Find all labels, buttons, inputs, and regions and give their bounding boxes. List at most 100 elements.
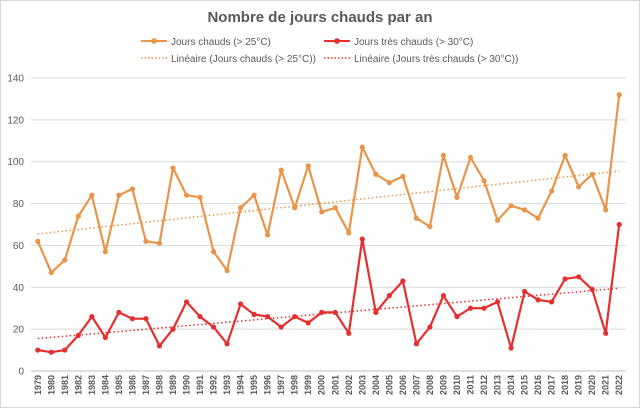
data-point [75,332,81,339]
data-point [440,293,447,299]
data-point [616,92,622,98]
legend-label-hot-days: Jours chauds (> 25°C) [171,37,271,48]
data-point [589,286,595,292]
data-point [319,309,325,315]
data-point [332,205,338,211]
legend-item-very-hot-days: Jours très chauds (> 30°C) [324,37,473,48]
x-tick-label: 2017 [547,375,557,395]
data-point [467,154,474,161]
x-tick-label: 1989 [168,375,178,395]
x-tick-label: 2001 [330,375,340,395]
y-tick-label: 40 [13,283,25,294]
data-point [427,324,433,330]
x-tick-label: 1995 [249,375,259,395]
data-point [359,236,365,242]
data-point [373,309,379,315]
x-tick-label: 2002 [344,375,354,395]
data-point [481,305,487,311]
data-point [129,316,136,322]
x-tick-label: 1982 [73,375,83,395]
x-tick-label: 2014 [506,375,516,395]
legend-label-hot-days-trend: Linéaire (Jours chauds (> 25°C)) [171,54,316,65]
data-point [481,177,487,184]
data-point [224,341,230,347]
data-point [292,313,298,320]
data-point [535,297,541,303]
data-point [170,165,176,171]
data-point [521,288,528,295]
data-point [102,334,108,341]
data-point [346,230,352,236]
x-tick-label: 1987 [141,375,151,395]
data-point [89,313,95,320]
data-point [35,347,41,353]
x-tick-label: 2008 [425,375,435,395]
data-point [156,240,163,246]
x-tick-label: 2009 [438,375,448,395]
legend-label-very-hot-days-trend: Linéaire (Jours très chauds (> 30°C)) [354,54,518,65]
data-point [62,257,68,263]
data-point [454,194,460,200]
data-point [48,349,54,355]
data-point [265,232,271,238]
legend-label-very-hot-days: Jours très chauds (> 30°C) [354,37,473,48]
x-tick-label: 1994 [236,375,246,395]
data-point [210,249,217,255]
data-point [89,192,95,198]
data-point [549,299,555,305]
data-point [359,144,365,150]
data-point [251,192,257,198]
data-point [400,173,406,179]
chart-title: Nombre de jours chauds par an [207,9,432,26]
x-tick-label: 1991 [195,375,205,395]
x-tick-label: 1997 [276,375,286,395]
x-tick-label: 1980 [46,375,56,395]
x-tick-label: 1988 [154,375,164,395]
x-tick-label: 2006 [398,375,408,395]
legend-item-hot-days-trend: Linéaire (Jours chauds (> 25°C)) [141,54,316,65]
x-tick-label: 2000 [317,375,327,395]
data-point [494,299,501,305]
x-tick-label: 1984 [100,375,110,395]
x-tick-label: 2012 [479,375,489,395]
legend: Jours chauds (> 25°C) Jours très chauds … [141,37,518,65]
series [35,92,622,355]
data-point [400,278,406,284]
data-point [373,171,379,177]
data-point [549,188,555,194]
series-1 [35,221,622,355]
data-point [224,267,230,274]
series-line-1 [37,224,621,354]
data-point [305,320,311,326]
data-point [48,270,54,276]
data-point [508,345,514,351]
data-point [238,301,244,307]
legend-item-hot-days: Jours chauds (> 25°C) [141,37,271,48]
data-point [386,180,392,186]
data-point [129,186,136,192]
data-point [116,309,122,315]
data-point [603,330,609,336]
x-tick-label: 1979 [33,375,43,395]
data-point [562,276,568,282]
data-point [494,217,501,223]
y-tick-label: 0 [18,367,24,378]
data-point [62,347,68,353]
x-tick-label: 1992 [209,375,219,395]
data-point [386,293,392,299]
x-tick-label: 2004 [371,375,381,395]
x-tick-label: 2016 [533,375,543,395]
data-point [332,309,338,315]
y-tick-label: 60 [13,241,25,252]
data-point [183,299,190,305]
data-point [156,343,163,349]
x-tick-label: 2010 [452,375,462,395]
gridlines [31,77,626,372]
x-tick-label: 2021 [601,375,611,395]
y-axis: 0 20 40 60 80 100 120 140 [7,74,24,378]
data-point [319,209,325,215]
data-point [454,313,460,320]
x-tick-label: 2018 [560,375,570,395]
data-point [278,167,284,173]
x-tick-label: 2022 [614,375,624,395]
